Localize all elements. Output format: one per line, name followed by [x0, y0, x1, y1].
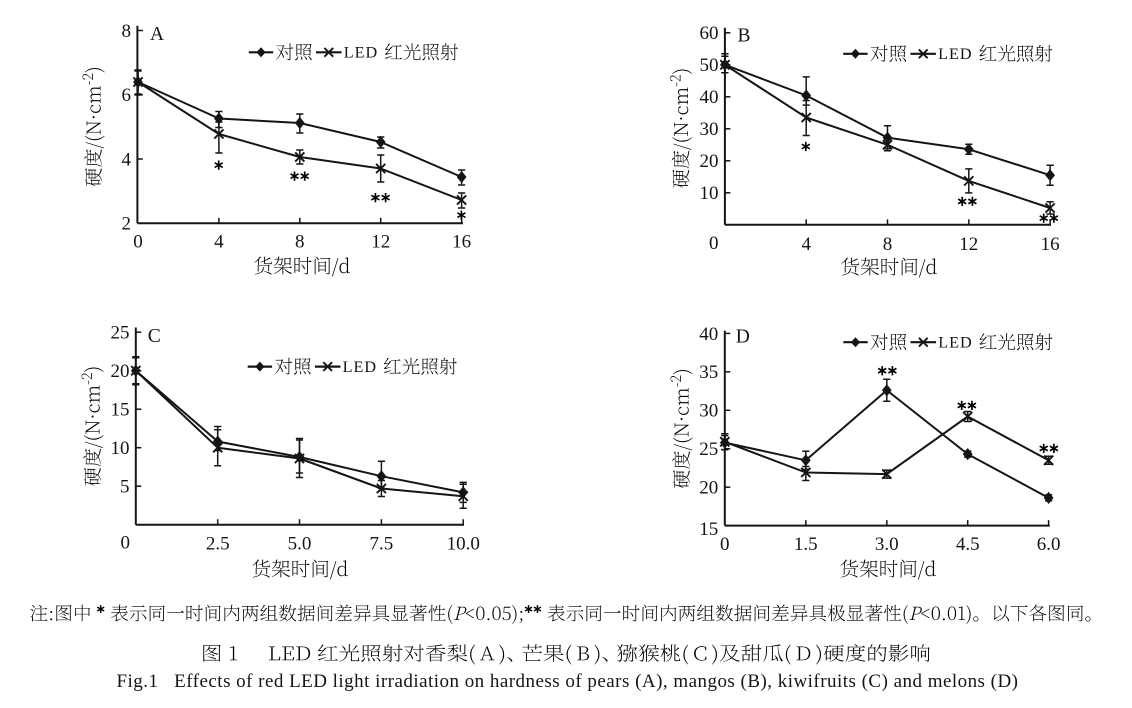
- svg-text:7.5: 7.5: [370, 534, 394, 555]
- svg-text:12: 12: [959, 234, 978, 255]
- svg-text:C: C: [148, 326, 161, 347]
- svg-text:8: 8: [295, 231, 305, 252]
- svg-text:1.5: 1.5: [794, 534, 818, 555]
- svg-text:4: 4: [122, 149, 132, 170]
- svg-text:4.5: 4.5: [956, 534, 980, 555]
- svg-text:Fig.1 Effects of red LED lig: Fig.1 Effects of red LED light irradiati…: [117, 671, 1019, 692]
- svg-text:30: 30: [700, 119, 719, 140]
- svg-text:4: 4: [214, 231, 224, 252]
- svg-text:30: 30: [699, 401, 718, 422]
- svg-text:2.5: 2.5: [206, 534, 230, 555]
- svg-text:8: 8: [883, 234, 893, 255]
- svg-text:0: 0: [720, 534, 730, 555]
- svg-text:16: 16: [1041, 234, 1060, 255]
- svg-text:20: 20: [700, 151, 719, 172]
- svg-text:4: 4: [801, 234, 811, 255]
- svg-text:6: 6: [122, 85, 132, 106]
- svg-text:60: 60: [700, 23, 719, 44]
- svg-text:40: 40: [699, 324, 718, 345]
- svg-text:6.0: 6.0: [1037, 534, 1061, 555]
- svg-text:8: 8: [122, 21, 132, 42]
- svg-text:25: 25: [699, 439, 718, 460]
- svg-text:5: 5: [120, 477, 130, 498]
- svg-text:10: 10: [111, 438, 130, 459]
- svg-text:15: 15: [111, 400, 130, 421]
- svg-text:12: 12: [371, 231, 390, 252]
- svg-text:LED: LED: [343, 358, 377, 376]
- svg-text:40: 40: [700, 87, 719, 108]
- svg-text:2: 2: [122, 214, 132, 235]
- svg-text:20: 20: [699, 478, 718, 499]
- svg-text:50: 50: [700, 55, 719, 76]
- svg-text:20: 20: [111, 361, 130, 382]
- svg-text:0: 0: [133, 231, 143, 252]
- svg-text:B: B: [737, 26, 750, 47]
- svg-text:5.0: 5.0: [288, 534, 312, 555]
- svg-text:3.0: 3.0: [875, 534, 899, 555]
- svg-text:0: 0: [121, 532, 131, 553]
- svg-text:15: 15: [699, 519, 718, 540]
- svg-text:10: 10: [700, 183, 719, 204]
- svg-text:A: A: [150, 24, 164, 45]
- svg-text:35: 35: [699, 362, 718, 383]
- svg-text:LED: LED: [344, 44, 378, 62]
- svg-text:10.0: 10.0: [447, 534, 480, 555]
- svg-text:D: D: [736, 327, 750, 348]
- svg-text:25: 25: [111, 323, 130, 344]
- svg-text:16: 16: [452, 231, 471, 252]
- svg-text:LED: LED: [938, 334, 972, 352]
- svg-text:0: 0: [709, 233, 719, 254]
- svg-text:LED: LED: [938, 45, 972, 63]
